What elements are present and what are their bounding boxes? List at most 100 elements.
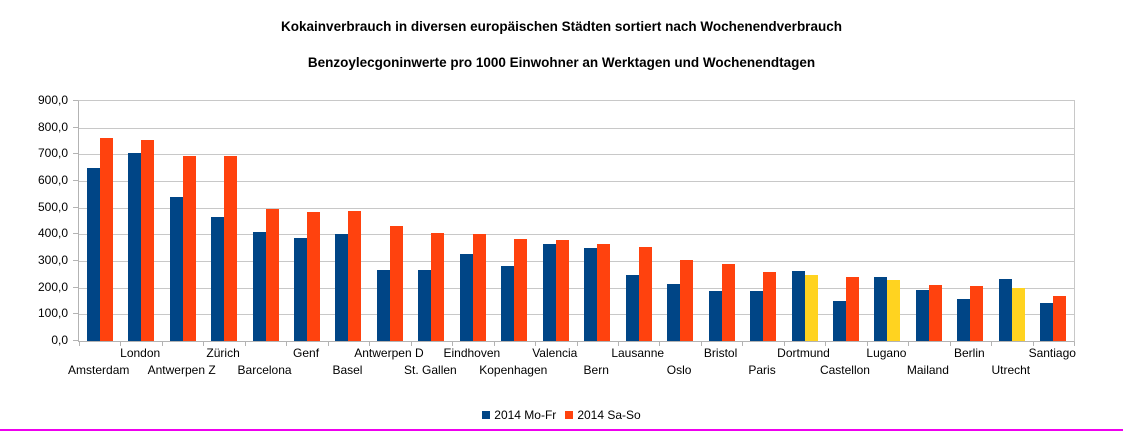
x-axis-tick bbox=[1033, 342, 1034, 346]
weekend-bar bbox=[514, 239, 528, 341]
x-axis-tick bbox=[245, 342, 246, 346]
weekday-bar bbox=[459, 254, 473, 341]
weekend-bar bbox=[348, 211, 362, 341]
y-axis-tick-label: 500,0 bbox=[37, 200, 68, 214]
weekend-bar bbox=[597, 244, 611, 341]
x-axis-category-label: Bristol bbox=[703, 346, 738, 360]
x-axis-tick bbox=[286, 342, 287, 346]
weekend-legend-swatch bbox=[565, 411, 574, 419]
y-axis-tick bbox=[73, 100, 78, 101]
legend-item: 2014 Sa-So bbox=[565, 408, 641, 422]
x-axis-tick bbox=[991, 342, 992, 346]
weekend-bar bbox=[472, 234, 486, 341]
x-axis-tick bbox=[659, 342, 660, 346]
weekend-bar bbox=[928, 285, 942, 341]
gridline bbox=[79, 314, 1074, 315]
gridline bbox=[79, 261, 1074, 262]
x-axis-category-label: Santiago bbox=[1028, 346, 1076, 360]
y-axis-tick bbox=[73, 340, 78, 341]
gridline bbox=[79, 288, 1074, 289]
weekend-bar bbox=[721, 264, 735, 341]
x-axis-tick bbox=[618, 342, 619, 346]
legend: 2014 Mo-Fr 2014 Sa-So bbox=[0, 407, 1123, 423]
weekend-bar bbox=[224, 156, 238, 341]
x-axis-tick bbox=[577, 342, 578, 346]
weekend-bar bbox=[763, 272, 777, 341]
weekend-bar-highlighted bbox=[887, 280, 901, 341]
x-axis-category-label: Lugano bbox=[866, 346, 907, 360]
y-axis-tick bbox=[73, 233, 78, 234]
x-axis-tick bbox=[701, 342, 702, 346]
x-axis-category-label: London bbox=[120, 346, 161, 360]
x-axis-category-label: Lausanne bbox=[611, 346, 665, 360]
x-axis-category-label: Berlin bbox=[954, 346, 985, 360]
gridline bbox=[79, 181, 1074, 182]
y-axis-tick bbox=[73, 153, 78, 154]
x-axis-category-label: Mailand bbox=[906, 363, 949, 377]
x-axis-category-label: Bern bbox=[583, 363, 609, 377]
y-axis-tick bbox=[73, 207, 78, 208]
x-axis-tick bbox=[203, 342, 204, 346]
x-axis-category-label: Kopenhagen bbox=[479, 363, 548, 377]
gridline bbox=[79, 208, 1074, 209]
weekday-bar bbox=[418, 270, 432, 341]
x-axis-category-label: Utrecht bbox=[991, 363, 1031, 377]
weekday-bar bbox=[542, 244, 556, 341]
y-axis-tick-label: 200,0 bbox=[37, 280, 68, 294]
weekday-bar bbox=[252, 232, 266, 341]
x-axis-category-label: Castellon bbox=[819, 363, 870, 377]
x-axis-tick bbox=[79, 342, 80, 346]
x-axis-tick bbox=[411, 342, 412, 346]
plot-area bbox=[78, 100, 1075, 346]
x-axis-category-label: Zürich bbox=[206, 346, 240, 360]
x-axis-category-label: Amsterdam bbox=[68, 363, 130, 377]
x-axis-category-label: Antwerpen D bbox=[354, 346, 424, 360]
x-axis-tick bbox=[825, 342, 826, 346]
x-axis-category-label: Oslo bbox=[666, 363, 692, 377]
chart-subtitle: Benzoylecgoninwerte pro 1000 Einwohner a… bbox=[307, 55, 816, 70]
y-axis-tick-label: 300,0 bbox=[37, 253, 68, 267]
weekday-bar bbox=[625, 275, 639, 341]
x-axis-tick bbox=[120, 342, 121, 346]
weekday-bar bbox=[915, 290, 929, 341]
weekend-bar bbox=[389, 226, 403, 341]
weekend-bar-highlighted bbox=[804, 275, 818, 341]
x-axis-tick bbox=[867, 342, 868, 346]
y-axis-tick bbox=[73, 127, 78, 128]
weekday-bar bbox=[708, 291, 722, 341]
x-axis-category-label: Basel bbox=[332, 363, 363, 377]
x-axis-category-label: Valencia bbox=[532, 346, 578, 360]
weekend-bar bbox=[970, 286, 984, 341]
x-axis-tick bbox=[494, 342, 495, 346]
weekend-bar bbox=[265, 209, 279, 341]
x-axis-category-label: Eindhoven bbox=[443, 346, 501, 360]
y-axis-tick-label: 900,0 bbox=[37, 93, 68, 107]
weekend-bar bbox=[680, 260, 694, 341]
weekday-bar bbox=[750, 291, 764, 341]
x-axis-tick bbox=[535, 342, 536, 346]
legend-label: 2014 Sa-So bbox=[577, 408, 641, 422]
x-axis-category-label: St. Gallen bbox=[404, 363, 457, 377]
y-axis-tick-label: 0,0 bbox=[51, 333, 68, 347]
x-axis-category-label: Genf bbox=[293, 346, 320, 360]
y-axis-tick-label: 800,0 bbox=[37, 120, 68, 134]
y-axis-tick-label: 400,0 bbox=[37, 226, 68, 240]
weekday-bar bbox=[211, 217, 225, 341]
x-axis-tick bbox=[908, 342, 909, 346]
chart-title: Kokainverbrauch in diversen europäischen… bbox=[281, 19, 842, 34]
y-axis-tick-label: 100,0 bbox=[37, 306, 68, 320]
weekend-bar-highlighted bbox=[1011, 288, 1025, 341]
weekend-bar bbox=[141, 140, 155, 341]
weekend-bar bbox=[638, 247, 652, 341]
x-axis-tick bbox=[784, 342, 785, 346]
y-axis-tick bbox=[73, 180, 78, 181]
weekend-bar bbox=[845, 277, 859, 341]
x-axis-tick bbox=[1074, 342, 1075, 346]
y-axis-tick-label: 600,0 bbox=[37, 173, 68, 187]
legend-item: 2014 Mo-Fr bbox=[482, 408, 556, 422]
weekend-bar bbox=[431, 233, 445, 341]
gridline bbox=[79, 128, 1074, 129]
bottom-rule bbox=[0, 429, 1123, 431]
weekday-bar bbox=[86, 168, 100, 341]
